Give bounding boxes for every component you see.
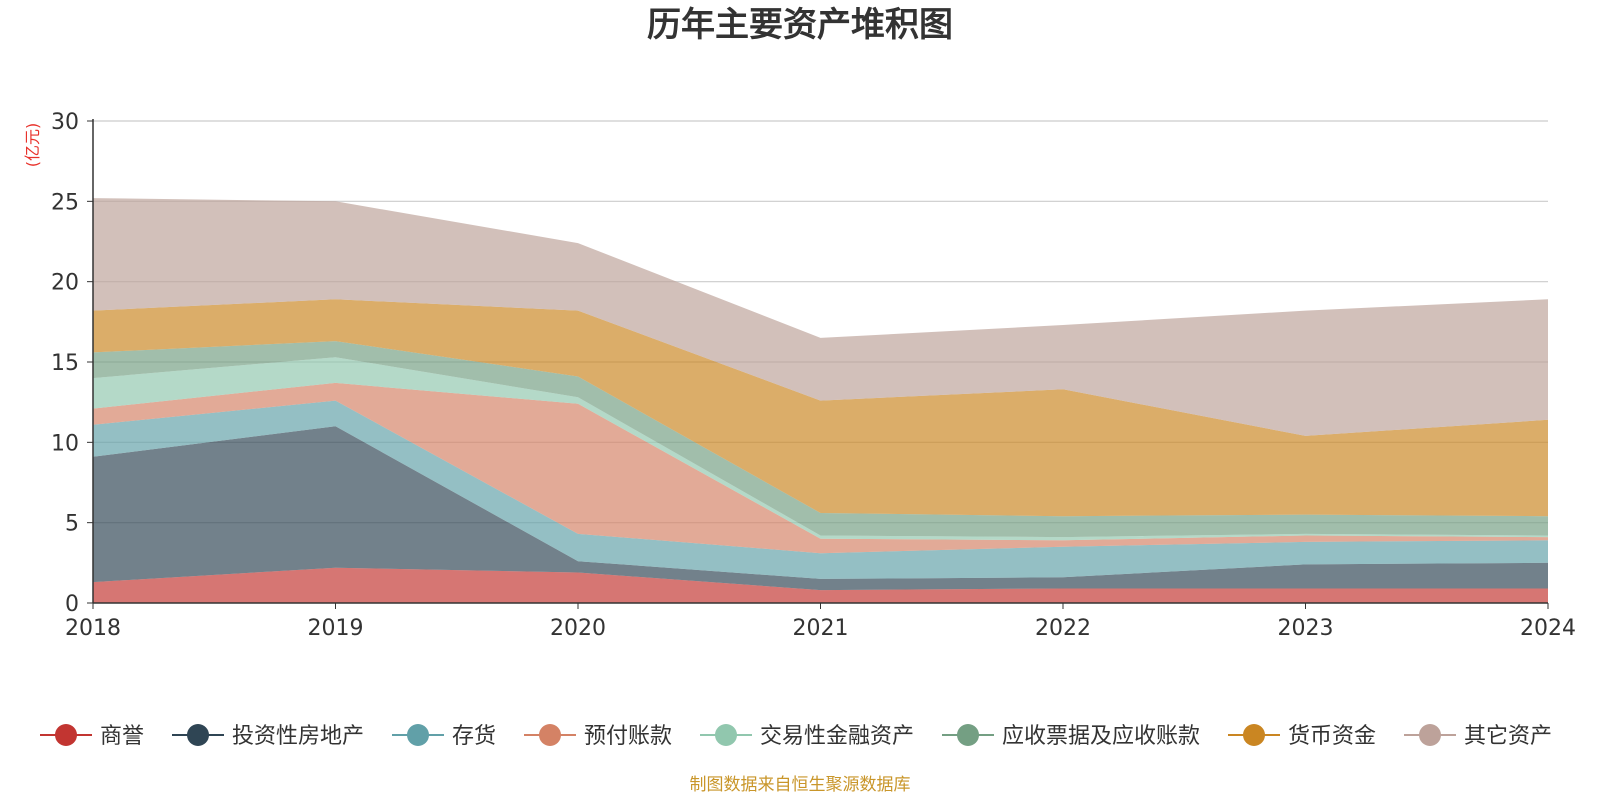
x-tick-label: 2023 bbox=[1278, 616, 1334, 641]
legend-circle-icon bbox=[1243, 724, 1265, 746]
stacked-areas bbox=[93, 198, 1548, 603]
x-tick-label: 2024 bbox=[1520, 616, 1576, 641]
y-tick-label: 10 bbox=[51, 431, 79, 456]
legend-label: 预付账款 bbox=[584, 724, 672, 749]
legend-label: 其它资产 bbox=[1464, 724, 1552, 749]
area-商誉 bbox=[93, 567, 1548, 603]
area-存货 bbox=[93, 400, 1548, 579]
legend-circle-icon bbox=[1419, 724, 1441, 746]
legend-label: 货币资金 bbox=[1288, 724, 1376, 749]
y-tick-label: 20 bbox=[51, 271, 79, 296]
chart-title: 历年主要资产堆积图 bbox=[647, 5, 953, 45]
legend-circle-icon bbox=[55, 724, 77, 746]
legend-circle-icon bbox=[957, 724, 979, 746]
axes: 0 5 10 15 20 25 30 2018 2019 2020 2021 2022 2023 2024 bbox=[51, 110, 1576, 641]
y-tick-label: 15 bbox=[51, 351, 79, 376]
legend-label: 应收票据及应收账款 bbox=[1002, 724, 1200, 749]
y-tick-label: 25 bbox=[51, 190, 79, 215]
x-tick-label: 2021 bbox=[793, 616, 849, 641]
legend-circle-icon bbox=[187, 724, 209, 746]
source-note: 制图数据来自恒生聚源数据库 bbox=[690, 775, 911, 795]
legend-circle-icon bbox=[407, 724, 429, 746]
legend-item-投资性房地产[interactable]: 投资性房地产 bbox=[172, 724, 364, 749]
legend-item-货币资金[interactable]: 货币资金 bbox=[1228, 724, 1376, 749]
legend-label: 存货 bbox=[452, 724, 496, 749]
x-tick-label: 2022 bbox=[1035, 616, 1091, 641]
y-tick-label: 5 bbox=[65, 512, 79, 537]
x-tick-label: 2019 bbox=[308, 616, 364, 641]
legend-label: 商誉 bbox=[100, 724, 144, 749]
x-tick-label: 2018 bbox=[65, 616, 121, 641]
area-预付账款 bbox=[93, 382, 1548, 554]
legend-item-应收票据及应收账款[interactable]: 应收票据及应收账款 bbox=[942, 724, 1200, 749]
x-tick-label: 2020 bbox=[550, 616, 606, 641]
legend-circle-icon bbox=[715, 724, 737, 746]
legend-circle-icon bbox=[539, 724, 561, 746]
area-交易性金融资产 bbox=[93, 357, 1548, 541]
legend-label: 交易性金融资产 bbox=[760, 724, 914, 749]
area-货币资金 bbox=[93, 299, 1548, 517]
legend-item-商誉[interactable]: 商誉 bbox=[40, 724, 144, 749]
legend-label: 投资性房地产 bbox=[232, 724, 364, 749]
area-投资性房地产 bbox=[93, 426, 1548, 591]
legend-item-其它资产[interactable]: 其它资产 bbox=[1404, 724, 1552, 749]
legend: 商誉 投资性房地产 存货 预付账款 交易性金融资产 应收票据及应收账款 货币资金 其它资产 bbox=[40, 724, 1552, 749]
y-axis-unit-label: (亿元) bbox=[23, 123, 42, 168]
legend-item-预付账款[interactable]: 预付账款 bbox=[524, 724, 672, 749]
area-应收票据及应收账款 bbox=[93, 341, 1548, 538]
y-tick-label: 30 bbox=[51, 110, 79, 135]
legend-item-存货[interactable]: 存货 bbox=[392, 724, 496, 749]
legend-item-交易性金融资产[interactable]: 交易性金融资产 bbox=[700, 724, 914, 749]
y-tick-label: 0 bbox=[65, 592, 79, 617]
area-其它资产 bbox=[93, 198, 1548, 436]
